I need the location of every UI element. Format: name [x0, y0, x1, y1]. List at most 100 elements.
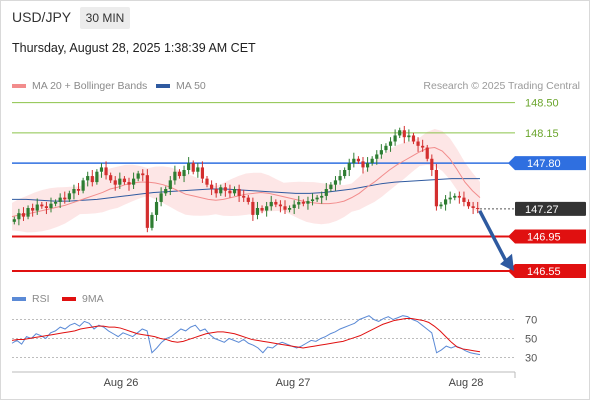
timestamp-label: Thursday, August 28, 2025 1:38:39 AM CET: [12, 41, 256, 55]
resistance-label: 148.15: [525, 128, 559, 140]
rsi-line: [11, 315, 481, 356]
candle-body: [49, 203, 53, 208]
last-price-badge: [515, 201, 586, 216]
candle-body: [255, 208, 260, 215]
candle-body: [457, 195, 461, 198]
rsi-scale-label: 70: [525, 315, 537, 327]
rsi-ma-line: [11, 318, 481, 353]
candle-body: [214, 189, 218, 194]
rsi-scale-label: 50: [525, 334, 537, 346]
candle-body: [329, 184, 333, 189]
candle-body: [384, 145, 388, 151]
candle-body: [278, 204, 283, 207]
pivot-badge: [508, 156, 586, 171]
candle-body: [173, 171, 177, 181]
pivot-label: 147.80: [527, 158, 561, 170]
candle-body: [260, 208, 264, 211]
candle-body: [356, 158, 361, 162]
candle-body: [320, 195, 324, 198]
candle-body: [471, 206, 475, 208]
ma20-swatch: [12, 84, 26, 88]
candle-body: [159, 193, 163, 202]
candle-body: [361, 161, 365, 168]
candle-body: [141, 173, 145, 176]
candle-body: [347, 163, 351, 170]
candle-body: [76, 189, 81, 191]
candle-body: [448, 197, 452, 200]
candle-body: [136, 173, 140, 179]
candle-body: [21, 213, 26, 217]
candle-body: [145, 175, 149, 228]
candle-body: [292, 204, 296, 208]
candle-body: [200, 167, 205, 179]
candles: [12, 125, 480, 233]
candle-body: [177, 171, 182, 177]
candle-body: [379, 150, 383, 155]
candle-body: [310, 199, 315, 202]
legend-ma50: MA 50: [156, 80, 206, 92]
chart-header: USD/JPY 30 MIN: [0, 0, 590, 34]
candle-body: [242, 195, 246, 198]
ma20-line: [11, 147, 481, 218]
candle-body: [131, 178, 136, 185]
candle-body: [44, 206, 49, 208]
candle-body: [187, 163, 191, 170]
candle-body: [228, 190, 232, 194]
forecast-arrow-shaft: [478, 210, 510, 266]
candle-body: [12, 219, 16, 222]
resistance-label: 148.50: [525, 98, 559, 110]
candle-body: [99, 167, 104, 172]
candle-body: [443, 199, 448, 205]
candle-body: [58, 197, 62, 202]
candle-body: [223, 187, 227, 191]
x-tick-label: Aug 27: [276, 377, 311, 389]
legend-ma20-label: MA 20 + Bollinger Bands: [32, 80, 148, 92]
candle-body: [118, 178, 122, 185]
candle-body: [17, 213, 21, 220]
candle-body: [72, 189, 76, 194]
candle-body: [90, 176, 94, 183]
candle-body: [398, 130, 402, 136]
support-label: 146.55: [527, 266, 561, 278]
candle-body: [393, 135, 397, 142]
candle-body: [251, 201, 255, 215]
candle-body: [370, 158, 374, 164]
candle-body: [402, 130, 406, 138]
candle-body: [388, 141, 393, 146]
timeframe-badge[interactable]: 30 MIN: [80, 7, 130, 29]
candle-body: [297, 201, 301, 205]
forecast-arrow-head: [500, 253, 514, 272]
candle-body: [352, 158, 356, 164]
candle-body: [466, 201, 471, 207]
candle-body: [421, 145, 425, 148]
rsi-scale-label: 30: [525, 353, 537, 365]
candle-body: [237, 189, 241, 196]
legend-9ma: 9MA: [62, 293, 104, 305]
candle-body: [104, 167, 108, 176]
candle-body: [232, 189, 237, 194]
candle-body: [375, 154, 379, 159]
candle-body: [127, 182, 131, 185]
candle-body: [219, 187, 223, 194]
x-tick-label: Aug 28: [449, 377, 484, 389]
candle-body: [205, 178, 209, 185]
candle-body: [113, 180, 117, 185]
candle-body: [462, 197, 466, 202]
legend-rsi-label: RSI: [32, 293, 50, 305]
candle-body: [196, 167, 200, 172]
candle-body: [269, 201, 273, 207]
ma50-swatch: [156, 84, 170, 88]
support-label: 146.95: [527, 232, 561, 244]
bollinger-band: [12, 129, 480, 233]
candle-body: [416, 141, 420, 146]
legend-ma50-label: MA 50: [176, 80, 206, 92]
9ma-swatch: [62, 297, 76, 301]
candle-body: [150, 214, 154, 228]
research-credit: Research © 2025 Trading Central: [423, 80, 580, 92]
candle-body: [439, 204, 443, 207]
currency-pair-title: USD/JPY: [12, 9, 72, 25]
candle-body: [365, 163, 370, 168]
candle-body: [301, 201, 305, 204]
last-price-label: 147.27: [525, 204, 559, 216]
